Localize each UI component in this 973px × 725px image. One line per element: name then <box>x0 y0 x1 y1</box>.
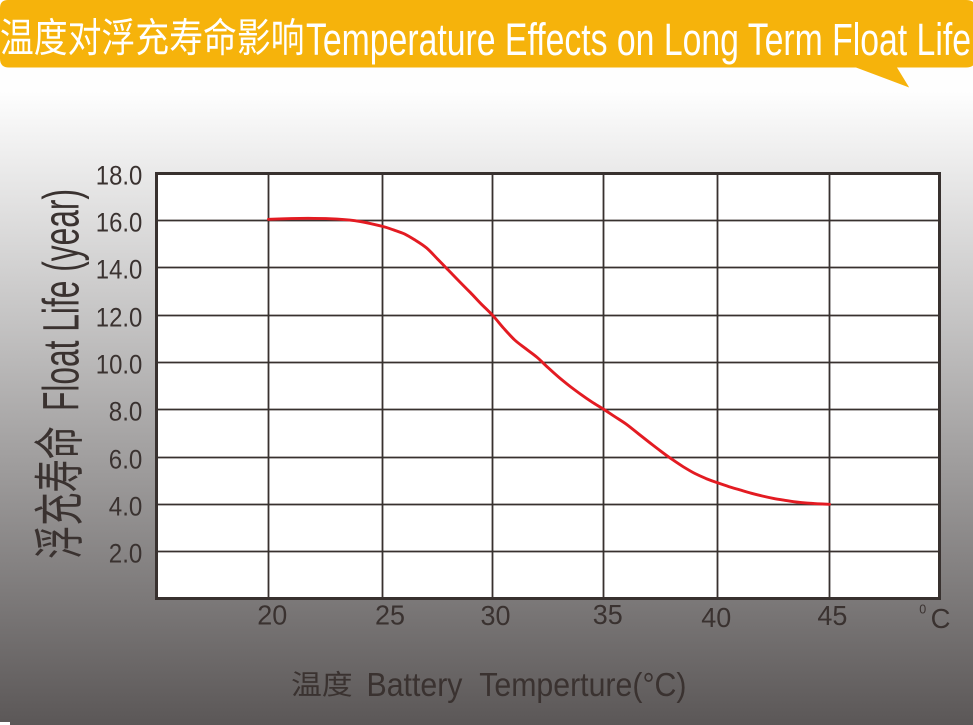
svg-text:40: 40 <box>701 602 731 633</box>
svg-text:C: C <box>931 603 951 634</box>
svg-text:14.0: 14.0 <box>96 253 143 284</box>
svg-text:8.0: 8.0 <box>109 395 143 426</box>
svg-text:35: 35 <box>593 599 623 630</box>
svg-text:2.0: 2.0 <box>109 537 143 568</box>
svg-text:25: 25 <box>375 600 405 631</box>
svg-text:16.0: 16.0 <box>96 206 143 237</box>
svg-text:0: 0 <box>919 602 926 616</box>
svg-text:6.0: 6.0 <box>109 443 143 474</box>
svg-text:Temperature Effects on Long Te: Temperature Effects on Long Term Float L… <box>306 14 971 65</box>
svg-text:18.0: 18.0 <box>96 159 143 190</box>
svg-text:Battery Temperture(°C): Battery Temperture(°C) <box>367 667 687 704</box>
svg-text:10.0: 10.0 <box>96 348 143 379</box>
svg-text:30: 30 <box>481 600 511 631</box>
svg-text:Float Life (year): Float Life (year) <box>33 189 90 411</box>
svg-text:45: 45 <box>817 600 847 631</box>
svg-text:12.0: 12.0 <box>96 301 143 332</box>
svg-text:20: 20 <box>257 600 287 631</box>
svg-text:4.0: 4.0 <box>109 490 143 521</box>
